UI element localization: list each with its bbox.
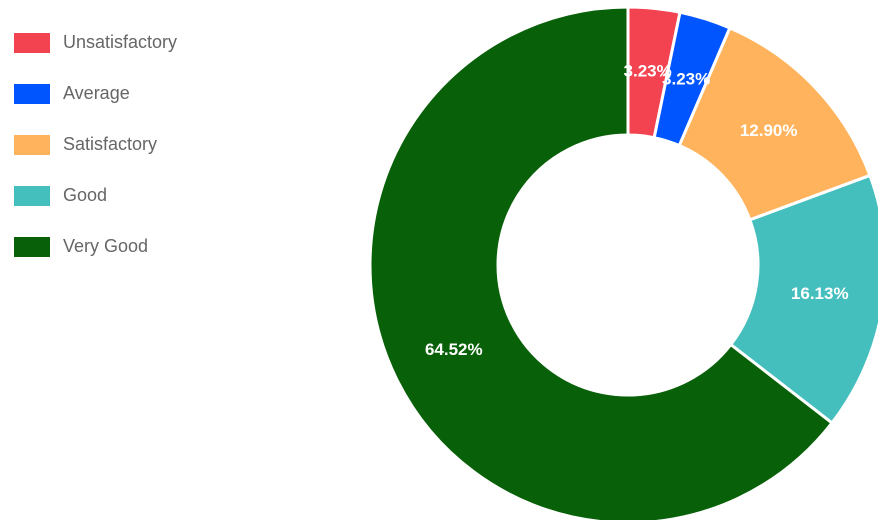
slice-label-unsatisfactory: 3.23% — [624, 61, 672, 80]
legend-label-unsatisfactory: Unsatisfactory — [63, 32, 178, 52]
slice-label-average: 3.23% — [662, 69, 710, 88]
slice-very-good[interactable] — [368, 5, 835, 520]
legend-label-very-good: Very Good — [63, 236, 149, 256]
legend-label-good: Good — [63, 185, 108, 205]
chart-legend: Unsatisfactory Average Satisfactory Good… — [14, 30, 177, 285]
legend-item-average[interactable]: Average — [14, 81, 177, 106]
slice-label-satisfactory: 12.90% — [740, 121, 798, 140]
legend-label-satisfactory: Satisfactory — [63, 134, 158, 154]
legend-swatch-satisfactory — [14, 134, 50, 155]
legend-swatch-very-good — [14, 236, 50, 257]
legend-item-good[interactable]: Good — [14, 183, 177, 208]
legend-item-very-good[interactable]: Very Good — [14, 234, 177, 259]
legend-item-satisfactory[interactable]: Satisfactory — [14, 132, 177, 157]
legend-item-unsatisfactory[interactable]: Unsatisfactory — [14, 30, 177, 55]
legend-swatch-good — [14, 185, 50, 206]
legend-swatch-average — [14, 83, 50, 104]
slice-labels-layer: 3.23%3.23% 12.90% 16.13% 64.52% — [425, 61, 849, 358]
slice-good[interactable] — [728, 173, 878, 426]
legend-swatch-unsatisfactory — [14, 32, 50, 53]
legend-label-average: Average — [63, 83, 130, 103]
slice-label-good: 16.13% — [791, 284, 849, 303]
slice-label-very-good: 64.52% — [425, 340, 483, 359]
slices-layer — [368, 5, 878, 520]
